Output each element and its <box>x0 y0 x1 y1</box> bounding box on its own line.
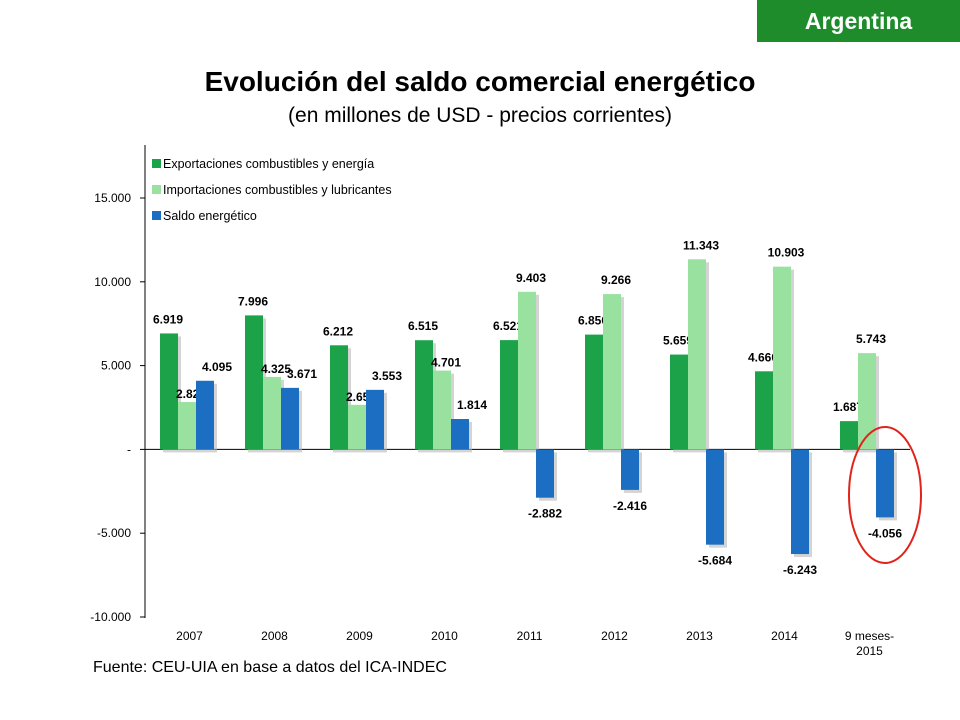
data-label: 6.521 <box>493 319 523 333</box>
x-tick-label: 2008 <box>261 629 288 643</box>
bar-exports <box>670 354 688 450</box>
highlight-circle <box>848 426 922 564</box>
legend-label: Saldo energético <box>163 209 257 223</box>
legend-label: Importaciones combustibles y lubricantes <box>163 183 392 197</box>
y-tick-label: -10.000 <box>90 610 131 624</box>
data-label: 6.850 <box>578 314 608 328</box>
bar-exports <box>415 340 433 450</box>
data-label: 6.919 <box>153 312 183 326</box>
bar-exports <box>585 334 603 450</box>
bar-balance <box>451 418 469 450</box>
data-label: 4.660 <box>748 350 778 364</box>
x-tick-label: 2014 <box>771 629 798 643</box>
bar-imports <box>518 291 536 450</box>
data-label: -6.243 <box>783 563 817 577</box>
y-tick-label: -5.000 <box>97 526 131 540</box>
data-label: 9.403 <box>516 271 546 285</box>
bar-balance <box>536 449 554 498</box>
bar-imports <box>688 259 706 450</box>
bar-imports <box>348 404 366 450</box>
bar-imports <box>603 294 621 450</box>
chart-subtitle: (en millones de USD - precios corrientes… <box>288 104 672 127</box>
x-tick-label: 2011 <box>517 629 543 643</box>
legend-label: Exportaciones combustibles y energía <box>163 157 374 171</box>
legend-swatch <box>152 211 161 220</box>
y-tick-label: 10.000 <box>94 275 131 289</box>
data-label: 6.212 <box>323 324 353 338</box>
data-label: 1.687 <box>833 400 863 414</box>
legend-swatch <box>152 185 161 194</box>
bar-exports <box>755 371 773 450</box>
bar-balance <box>621 449 639 490</box>
data-label: 1.814 <box>457 398 487 412</box>
data-label: 4.701 <box>431 356 461 370</box>
data-label: 4.095 <box>202 360 232 374</box>
data-label: 3.671 <box>287 367 317 381</box>
data-label: -5.684 <box>698 554 732 568</box>
data-label: 10.903 <box>768 246 805 260</box>
x-tick-label: 2009 <box>346 629 373 643</box>
bar-balance <box>706 449 724 545</box>
x-tick-label: 2012 <box>601 629 628 643</box>
data-label: 3.553 <box>372 369 402 383</box>
data-label: 11.343 <box>683 238 719 252</box>
country-badge: Argentina <box>757 0 960 42</box>
y-tick-label: 15.000 <box>94 191 131 205</box>
x-tick-label: 2013 <box>686 629 713 643</box>
x-tick-label: 2007 <box>176 629 203 643</box>
bar-exports <box>160 333 178 450</box>
x-tick-label: 2015 <box>856 644 883 658</box>
bar-imports <box>178 402 196 450</box>
source-note: Fuente: CEU-UIA en base a datos del ICA-… <box>93 659 447 676</box>
bar-exports <box>840 421 858 450</box>
chart-title: Evolución del saldo comercial energético <box>204 66 756 97</box>
bar-imports <box>433 370 451 450</box>
bar-balance <box>281 387 299 450</box>
data-label: 5.659 <box>663 334 693 348</box>
data-label: -4.056 <box>868 526 902 540</box>
data-label: 4.325 <box>261 362 291 376</box>
data-label: -2.882 <box>528 507 562 521</box>
data-label: 9.266 <box>601 273 631 287</box>
bar-exports <box>500 340 518 450</box>
bar-exports <box>245 315 263 450</box>
x-tick-label: 2010 <box>431 629 458 643</box>
x-tick-label: 9 meses- <box>845 629 894 643</box>
legend-swatch <box>152 159 161 168</box>
data-label: -2.416 <box>613 499 647 513</box>
bar-imports <box>773 266 791 450</box>
y-tick-label: - <box>127 442 131 456</box>
data-label: 5.743 <box>856 332 886 346</box>
bar-balance <box>196 380 214 450</box>
data-label: 7.996 <box>238 294 268 308</box>
bar-imports <box>263 376 281 450</box>
bar-balance <box>876 449 894 518</box>
bar-imports <box>858 353 876 450</box>
bar-balance <box>791 449 809 555</box>
bar-balance <box>366 389 384 450</box>
y-tick-label: 5.000 <box>101 359 131 373</box>
bar-exports <box>330 345 348 450</box>
data-label: 6.515 <box>408 319 438 333</box>
